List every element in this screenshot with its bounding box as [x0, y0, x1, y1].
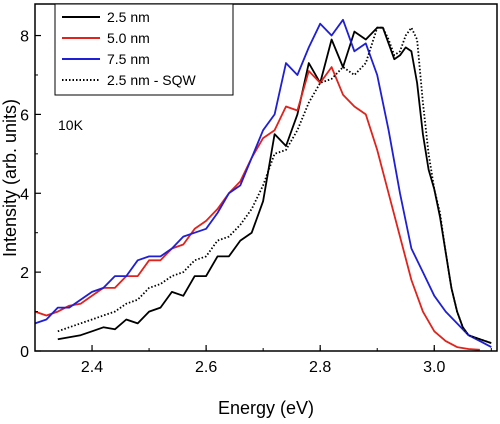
- x-tick-label: 2.6: [195, 359, 217, 376]
- y-axis: 0 2 4 6 8: [20, 29, 41, 361]
- x-tick-label: 2.8: [309, 359, 331, 376]
- x-tick-label: 2.4: [81, 359, 103, 376]
- y-tick-label: 0: [20, 344, 29, 361]
- plot-layer: [34, 18, 492, 351]
- y-tick-label: 6: [20, 107, 29, 124]
- y-tick-label: 8: [20, 29, 29, 46]
- legend-label-3: 7.5 nm: [107, 51, 150, 67]
- x-axis-title: Energy (eV): [218, 398, 314, 418]
- legend-label-2: 5.0 nm: [107, 30, 150, 46]
- plot-frame: [34, 3, 498, 352]
- y-axis-title: Intensity (arb. units): [0, 99, 20, 257]
- series-line-3: [34, 18, 492, 348]
- legend: 2.5 nm 5.0 nm 7.5 nm 2.5 nm - SQW: [54, 3, 234, 96]
- legend-box: [54, 3, 234, 96]
- y-tick-label: 2: [20, 265, 29, 282]
- x-tick-label: 3.0: [423, 359, 445, 376]
- x-axis: 2.4 2.6 2.8 3.0: [34, 345, 492, 376]
- series-line-4: [57, 26, 492, 344]
- series-line-2: [34, 66, 480, 351]
- y-tick-label: 4: [20, 186, 29, 203]
- legend-label-4: 2.5 nm - SQW: [107, 72, 196, 88]
- temperature-annotation: 10K: [58, 117, 84, 133]
- legend-label-1: 2.5 nm: [107, 9, 150, 25]
